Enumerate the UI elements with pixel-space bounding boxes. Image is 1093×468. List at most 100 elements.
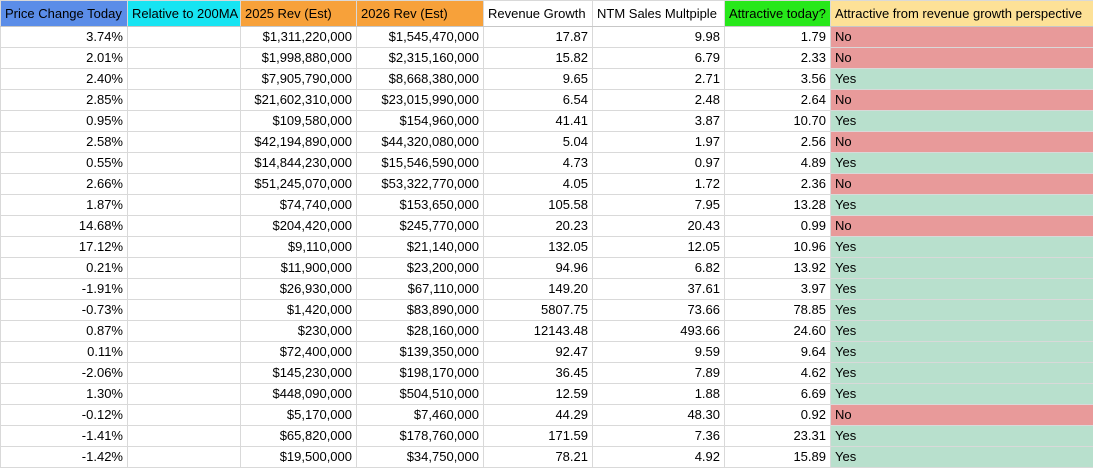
cell-attractive-growth[interactable]: Yes — [830, 110, 1093, 132]
cell-rev-2026[interactable]: $8,668,380,000 — [356, 68, 484, 90]
cell-rev-2025[interactable]: $72,400,000 — [240, 341, 357, 363]
cell-rev-2026[interactable]: $504,510,000 — [356, 383, 484, 405]
cell-revenue-growth[interactable]: 15.82 — [483, 47, 593, 69]
cell-price-change[interactable]: -1.91% — [0, 278, 128, 300]
cell-rev-2025[interactable]: $19,500,000 — [240, 446, 357, 468]
cell-rev-2025[interactable]: $204,420,000 — [240, 215, 357, 237]
cell-price-change[interactable]: 2.40% — [0, 68, 128, 90]
cell-revenue-growth[interactable]: 171.59 — [483, 425, 593, 447]
header-ntm-sales-multiple[interactable]: NTM Sales Multpiple — [592, 0, 725, 27]
cell-price-change[interactable]: -0.73% — [0, 299, 128, 321]
cell-relative-200ma[interactable] — [127, 383, 241, 405]
cell-ntm-multiple[interactable]: 73.66 — [592, 299, 725, 321]
header-rev-2026[interactable]: 2026 Rev (Est) — [356, 0, 484, 27]
cell-ntm-multiple[interactable]: 1.97 — [592, 131, 725, 153]
cell-revenue-growth[interactable]: 36.45 — [483, 362, 593, 384]
cell-rev-2026[interactable]: $23,015,990,000 — [356, 89, 484, 111]
cell-attractive-growth[interactable]: Yes — [830, 446, 1093, 468]
cell-rev-2025[interactable]: $5,170,000 — [240, 404, 357, 426]
cell-attractive-today[interactable]: 10.96 — [724, 236, 831, 258]
cell-attractive-today[interactable]: 24.60 — [724, 320, 831, 342]
cell-attractive-today[interactable]: 0.99 — [724, 215, 831, 237]
cell-attractive-growth[interactable]: No — [830, 89, 1093, 111]
cell-attractive-growth[interactable]: Yes — [830, 299, 1093, 321]
cell-price-change[interactable]: 3.74% — [0, 26, 128, 48]
cell-rev-2025[interactable]: $21,602,310,000 — [240, 89, 357, 111]
header-attractive-growth[interactable]: Attractive from revenue growth perspecti… — [830, 0, 1093, 27]
cell-rev-2026[interactable]: $67,110,000 — [356, 278, 484, 300]
cell-attractive-growth[interactable]: Yes — [830, 278, 1093, 300]
cell-revenue-growth[interactable]: 4.73 — [483, 152, 593, 174]
cell-ntm-multiple[interactable]: 493.66 — [592, 320, 725, 342]
cell-attractive-growth[interactable]: No — [830, 215, 1093, 237]
header-attractive-today[interactable]: Attractive today? — [724, 0, 831, 27]
cell-price-change[interactable]: 2.58% — [0, 131, 128, 153]
cell-price-change[interactable]: -0.12% — [0, 404, 128, 426]
cell-relative-200ma[interactable] — [127, 215, 241, 237]
cell-revenue-growth[interactable]: 94.96 — [483, 257, 593, 279]
cell-ntm-multiple[interactable]: 4.92 — [592, 446, 725, 468]
cell-attractive-today[interactable]: 3.56 — [724, 68, 831, 90]
cell-attractive-today[interactable]: 23.31 — [724, 425, 831, 447]
cell-attractive-today[interactable]: 4.62 — [724, 362, 831, 384]
cell-revenue-growth[interactable]: 105.58 — [483, 194, 593, 216]
cell-revenue-growth[interactable]: 5.04 — [483, 131, 593, 153]
cell-rev-2025[interactable]: $14,844,230,000 — [240, 152, 357, 174]
cell-rev-2026[interactable]: $153,650,000 — [356, 194, 484, 216]
cell-relative-200ma[interactable] — [127, 152, 241, 174]
cell-rev-2025[interactable]: $1,420,000 — [240, 299, 357, 321]
cell-rev-2026[interactable]: $83,890,000 — [356, 299, 484, 321]
cell-rev-2025[interactable]: $26,930,000 — [240, 278, 357, 300]
cell-relative-200ma[interactable] — [127, 173, 241, 195]
cell-ntm-multiple[interactable]: 2.48 — [592, 89, 725, 111]
cell-rev-2026[interactable]: $245,770,000 — [356, 215, 484, 237]
cell-price-change[interactable]: 1.30% — [0, 383, 128, 405]
cell-price-change[interactable]: 0.55% — [0, 152, 128, 174]
cell-rev-2026[interactable]: $44,320,080,000 — [356, 131, 484, 153]
cell-attractive-growth[interactable]: Yes — [830, 257, 1093, 279]
cell-ntm-multiple[interactable]: 3.87 — [592, 110, 725, 132]
cell-price-change[interactable]: 2.85% — [0, 89, 128, 111]
cell-attractive-growth[interactable]: No — [830, 173, 1093, 195]
cell-relative-200ma[interactable] — [127, 278, 241, 300]
cell-revenue-growth[interactable]: 78.21 — [483, 446, 593, 468]
cell-price-change[interactable]: 17.12% — [0, 236, 128, 258]
cell-attractive-today[interactable]: 0.92 — [724, 404, 831, 426]
cell-ntm-multiple[interactable]: 20.43 — [592, 215, 725, 237]
cell-relative-200ma[interactable] — [127, 257, 241, 279]
cell-attractive-today[interactable]: 2.33 — [724, 47, 831, 69]
cell-price-change[interactable]: 0.95% — [0, 110, 128, 132]
cell-ntm-multiple[interactable]: 6.82 — [592, 257, 725, 279]
cell-rev-2025[interactable]: $145,230,000 — [240, 362, 357, 384]
cell-attractive-growth[interactable]: Yes — [830, 341, 1093, 363]
cell-ntm-multiple[interactable]: 9.59 — [592, 341, 725, 363]
cell-ntm-multiple[interactable]: 7.36 — [592, 425, 725, 447]
cell-relative-200ma[interactable] — [127, 26, 241, 48]
cell-rev-2025[interactable]: $65,820,000 — [240, 425, 357, 447]
cell-attractive-today[interactable]: 3.97 — [724, 278, 831, 300]
cell-revenue-growth[interactable]: 20.23 — [483, 215, 593, 237]
cell-attractive-growth[interactable]: No — [830, 26, 1093, 48]
cell-revenue-growth[interactable]: 44.29 — [483, 404, 593, 426]
cell-attractive-growth[interactable]: Yes — [830, 383, 1093, 405]
cell-attractive-today[interactable]: 78.85 — [724, 299, 831, 321]
cell-relative-200ma[interactable] — [127, 299, 241, 321]
cell-rev-2026[interactable]: $2,315,160,000 — [356, 47, 484, 69]
cell-rev-2026[interactable]: $15,546,590,000 — [356, 152, 484, 174]
cell-attractive-today[interactable]: 13.92 — [724, 257, 831, 279]
cell-rev-2026[interactable]: $154,960,000 — [356, 110, 484, 132]
header-revenue-growth[interactable]: Revenue Growth — [483, 0, 593, 27]
cell-relative-200ma[interactable] — [127, 320, 241, 342]
header-relative-200ma[interactable]: Relative to 200MA — [127, 0, 241, 27]
cell-rev-2026[interactable]: $23,200,000 — [356, 257, 484, 279]
cell-attractive-today[interactable]: 2.64 — [724, 89, 831, 111]
cell-price-change[interactable]: -1.41% — [0, 425, 128, 447]
cell-attractive-today[interactable]: 4.89 — [724, 152, 831, 174]
cell-revenue-growth[interactable]: 12143.48 — [483, 320, 593, 342]
cell-price-change[interactable]: -2.06% — [0, 362, 128, 384]
cell-ntm-multiple[interactable]: 12.05 — [592, 236, 725, 258]
cell-revenue-growth[interactable]: 149.20 — [483, 278, 593, 300]
cell-relative-200ma[interactable] — [127, 404, 241, 426]
cell-rev-2026[interactable]: $1,545,470,000 — [356, 26, 484, 48]
cell-revenue-growth[interactable]: 12.59 — [483, 383, 593, 405]
